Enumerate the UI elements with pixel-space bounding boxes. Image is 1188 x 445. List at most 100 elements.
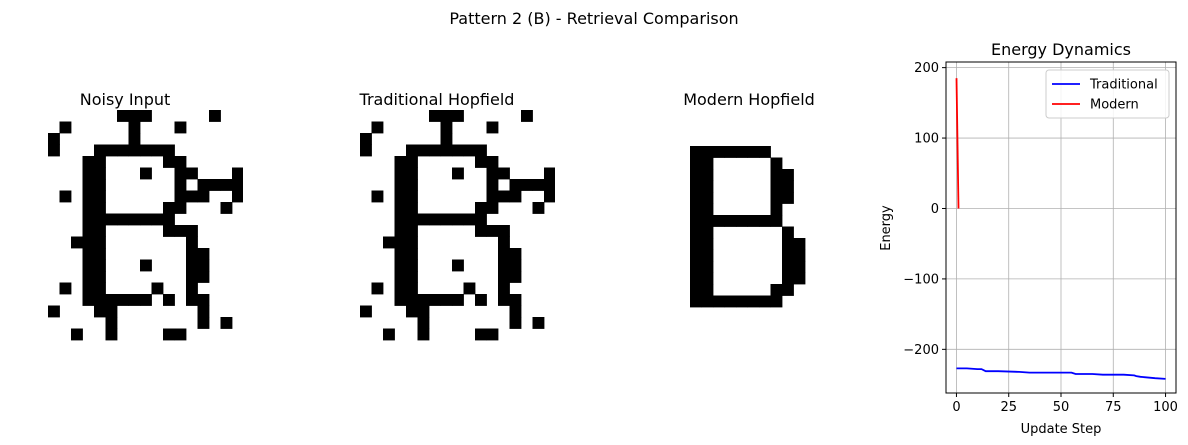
- pixel-on: [429, 144, 441, 157]
- pixel-on: [197, 305, 210, 318]
- pixel-on: [498, 271, 510, 283]
- pixel-on: [232, 179, 243, 191]
- pixel-on: [452, 294, 464, 306]
- pixel-on: [701, 146, 714, 158]
- pixel-on: [186, 167, 198, 180]
- pixel-on: [498, 248, 510, 260]
- pixel-on: [186, 271, 198, 283]
- pixel-on: [770, 169, 783, 181]
- pixel-on: [406, 156, 418, 168]
- pixel-on: [94, 190, 106, 203]
- pixel-on: [186, 294, 198, 306]
- pixel-on: [140, 110, 152, 122]
- pixel-on: [498, 282, 510, 295]
- pixel-on: [174, 156, 187, 168]
- pixel-on: [94, 225, 106, 237]
- pixel-on: [747, 295, 760, 308]
- pixel-on: [394, 167, 407, 180]
- pixel-on: [82, 213, 95, 226]
- pixel-on: [82, 167, 95, 180]
- x-tick-label: 50: [1053, 400, 1070, 415]
- pixel-on: [498, 167, 510, 180]
- y-tick-label: 0: [931, 202, 939, 217]
- pixel-on: [197, 248, 210, 260]
- pixel-on: [701, 192, 714, 204]
- pixel-on: [394, 156, 407, 168]
- pixel-on: [509, 259, 522, 272]
- pixel-on: [128, 213, 141, 226]
- pixel-on: [406, 271, 418, 283]
- pixel-on: [440, 110, 453, 122]
- pixel-on: [701, 238, 714, 250]
- pixel-on: [394, 225, 407, 237]
- pixel-on: [82, 294, 95, 306]
- pixel-on: [701, 272, 714, 285]
- pixel-on: [509, 248, 522, 260]
- pixel-on: [782, 284, 794, 296]
- x-tick-label: 0: [952, 400, 960, 415]
- pixel-on: [532, 317, 545, 329]
- pixel-on: [486, 328, 499, 341]
- series-line-modern: [955, 78, 960, 209]
- pixel-on: [186, 236, 198, 249]
- series-line-traditional: [956, 367, 1166, 380]
- pixel-on: [417, 294, 430, 306]
- pixel-on: [94, 156, 106, 168]
- legend-label-traditional: Traditional: [1089, 78, 1158, 93]
- pixel-on: [94, 144, 106, 157]
- pixel-on: [429, 294, 441, 306]
- pixel-on: [163, 225, 175, 237]
- pixel-on: [128, 144, 141, 157]
- pixel-on: [151, 282, 164, 295]
- legend: Traditional Modern: [1045, 69, 1170, 119]
- pixel-on: [701, 249, 714, 262]
- pixel-on: [174, 179, 187, 191]
- pixel-on: [59, 282, 72, 295]
- pixel-on: [360, 144, 372, 157]
- pixel-on: [463, 144, 476, 157]
- pixel-on: [105, 328, 118, 341]
- legend-label-modern: Modern: [1090, 98, 1139, 113]
- pixel-on: [770, 295, 783, 308]
- pixel-on: [793, 261, 806, 273]
- pixel-on: [394, 190, 407, 203]
- pixel-on: [360, 133, 372, 145]
- pixel-on: [394, 259, 407, 272]
- pixel-on: [498, 259, 510, 272]
- legend-box: [1045, 69, 1170, 119]
- traditional-hopfield-image: [360, 110, 555, 341]
- pixel-on: [452, 110, 464, 122]
- pixel-on: [521, 110, 533, 122]
- pixel-on: [724, 146, 737, 158]
- pixel-on: [209, 110, 221, 122]
- pixel-on: [782, 238, 794, 250]
- pixel-on: [690, 261, 702, 273]
- pixel-on: [747, 146, 760, 158]
- pixel-on: [498, 294, 510, 306]
- pixel-on: [498, 225, 510, 237]
- pixel-on: [736, 215, 748, 227]
- pixel-on: [690, 215, 702, 227]
- pixel-on: [94, 213, 106, 226]
- pixel-on: [475, 144, 487, 157]
- pixel-on: [724, 215, 737, 227]
- pixel-on: [736, 295, 748, 308]
- pixel-on: [82, 202, 95, 214]
- pixel-on: [94, 305, 106, 318]
- pixel-on: [128, 121, 141, 134]
- pixel-on: [59, 190, 72, 203]
- pixel-on: [140, 294, 152, 306]
- pixel-on: [701, 226, 714, 239]
- modern-hopfield-image: [690, 146, 806, 308]
- pixel-on: [690, 226, 702, 239]
- pixel-on: [82, 179, 95, 191]
- pixel-on: [82, 271, 95, 283]
- pixel-on: [498, 236, 510, 249]
- pixel-on: [486, 179, 499, 191]
- pixel-on: [475, 225, 487, 237]
- pixel-on: [793, 272, 806, 285]
- pixel-on: [509, 294, 522, 306]
- pixel-on: [174, 121, 187, 134]
- pixel-on: [690, 169, 702, 181]
